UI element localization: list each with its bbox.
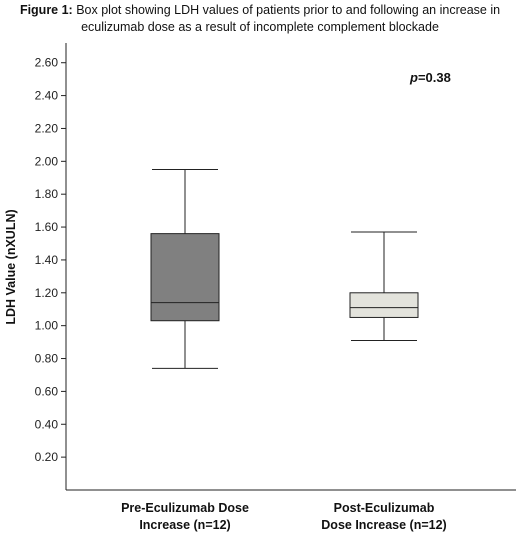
category-labels: Pre-Eculizumab Dose Increase (n=12) Post-E…	[121, 501, 447, 532]
iqr-box	[150, 233, 220, 322]
y-tick-label: 0.20	[35, 450, 59, 464]
y-tick-label: 2.40	[35, 89, 59, 103]
y-tick-label: 2.60	[35, 56, 59, 70]
y-tick-label: 1.00	[35, 319, 59, 333]
y-tick-label: 1.40	[35, 253, 59, 267]
y-tick-label: 2.00	[35, 154, 59, 168]
y-tick-label: 1.80	[35, 187, 59, 201]
category-label-line1: Post-Eculizumab	[334, 501, 435, 515]
p-value-symbol: p	[409, 70, 418, 85]
y-tick-label: 1.20	[35, 286, 59, 300]
box-group-pre	[150, 169, 220, 369]
category-label-line2: Dose Increase (n=12)	[321, 518, 446, 532]
caption-line-2: eculizumab dose as a result of incomplet…	[81, 20, 439, 34]
y-tick-label: 0.40	[35, 417, 59, 431]
category-label-line1: Pre-Eculizumab Dose	[121, 501, 249, 515]
figure-label: Figure 1:	[19, 3, 73, 17]
y-tick-label: 0.80	[35, 352, 59, 366]
y-tick-label: 0.60	[35, 384, 59, 398]
y-tick-label: 2.20	[35, 121, 59, 135]
box-group-post	[349, 231, 419, 341]
boxes	[150, 169, 419, 369]
caption-line-1: Box plot showing LDH values of patients …	[72, 3, 501, 17]
axes	[65, 43, 516, 491]
y-tick-label: 1.60	[35, 220, 59, 234]
category-label-line2: Increase (n=12)	[139, 518, 230, 532]
p-value-text: =0.38	[418, 70, 451, 85]
p-value-annotation: p=0.38	[409, 70, 451, 85]
y-ticks: 0.20 0.40 0.60 0.80 1.00 1.20 1.40 1.60 1.80 2.00…	[35, 56, 66, 464]
iqr-box	[349, 292, 419, 318]
y-axis-title: LDH Value (nXULN)	[4, 209, 18, 324]
figure-caption: Figure 1: Box plot showing LDH values of…	[0, 2, 520, 36]
